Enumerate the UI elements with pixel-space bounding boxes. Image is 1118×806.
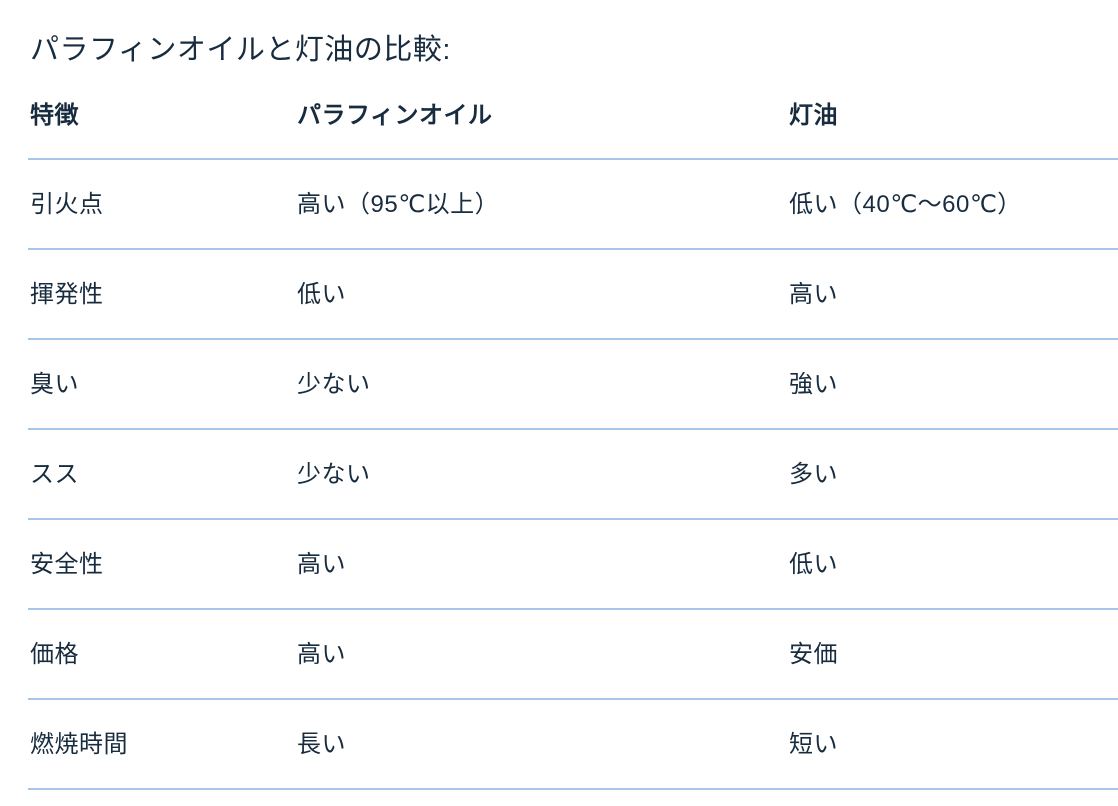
paraffin-oil-cell: 少ない <box>295 339 787 430</box>
page-title: パラフィンオイルと灯油の比較: <box>30 34 451 66</box>
kerosene-cell: 安価 <box>787 609 1118 700</box>
feature-cell: 揮発性 <box>28 249 295 340</box>
feature-cell: 価格 <box>28 609 295 700</box>
paraffin-oil-cell: 長い <box>295 699 787 790</box>
kerosene-cell: 多い <box>787 429 1118 520</box>
feature-cell: 引火点 <box>28 159 295 250</box>
kerosene-cell: 短い <box>787 699 1118 790</box>
table-row: スス 少ない 多い <box>28 429 1118 520</box>
table-body: 引火点 高い（95℃以上） 低い（40℃〜60℃） 揮発性 低い 高い 臭い 少ない 強い スス少… <box>28 159 1118 790</box>
feature-cell: スス <box>28 429 295 520</box>
comparison-table: 特徴 パラフィンオイル 灯油 引火点 高い（95℃以上） 低い（40℃〜60℃） 揮発… <box>28 70 1118 790</box>
paraffin-oil-cell: 低い <box>295 249 787 340</box>
paraffin-oil-cell: 高い（95℃以上） <box>295 159 787 250</box>
table-row: 価格 高い 安価 <box>28 609 1118 700</box>
paraffin-oil-cell: 高い <box>295 519 787 610</box>
column-header-kerosene: 灯油 <box>787 70 1118 160</box>
feature-cell: 臭い <box>28 339 295 430</box>
feature-cell: 安全性 <box>28 519 295 610</box>
table-row: 燃焼時間 長い 短い <box>28 699 1118 790</box>
feature-cell: 燃焼時間 <box>28 699 295 790</box>
table-header-row: 特徴 パラフィンオイル 灯油 <box>28 70 1118 160</box>
column-header-feature: 特徴 <box>28 70 295 160</box>
paraffin-oil-cell: 高い <box>295 609 787 700</box>
kerosene-cell: 低い <box>787 519 1118 610</box>
table-row: 安全性 高い 低い <box>28 519 1118 610</box>
table-row: 揮発性 低い 高い <box>28 249 1118 340</box>
kerosene-cell: 低い（40℃〜60℃） <box>787 159 1118 250</box>
kerosene-cell: 高い <box>787 249 1118 340</box>
kerosene-cell: 強い <box>787 339 1118 430</box>
table-row: 臭い 少ない 強い <box>28 339 1118 430</box>
paraffin-oil-cell: 少ない <box>295 429 787 520</box>
column-header-paraffin-oil: パラフィンオイル <box>295 70 787 160</box>
table-row: 引火点 高い（95℃以上） 低い（40℃〜60℃） <box>28 159 1118 250</box>
